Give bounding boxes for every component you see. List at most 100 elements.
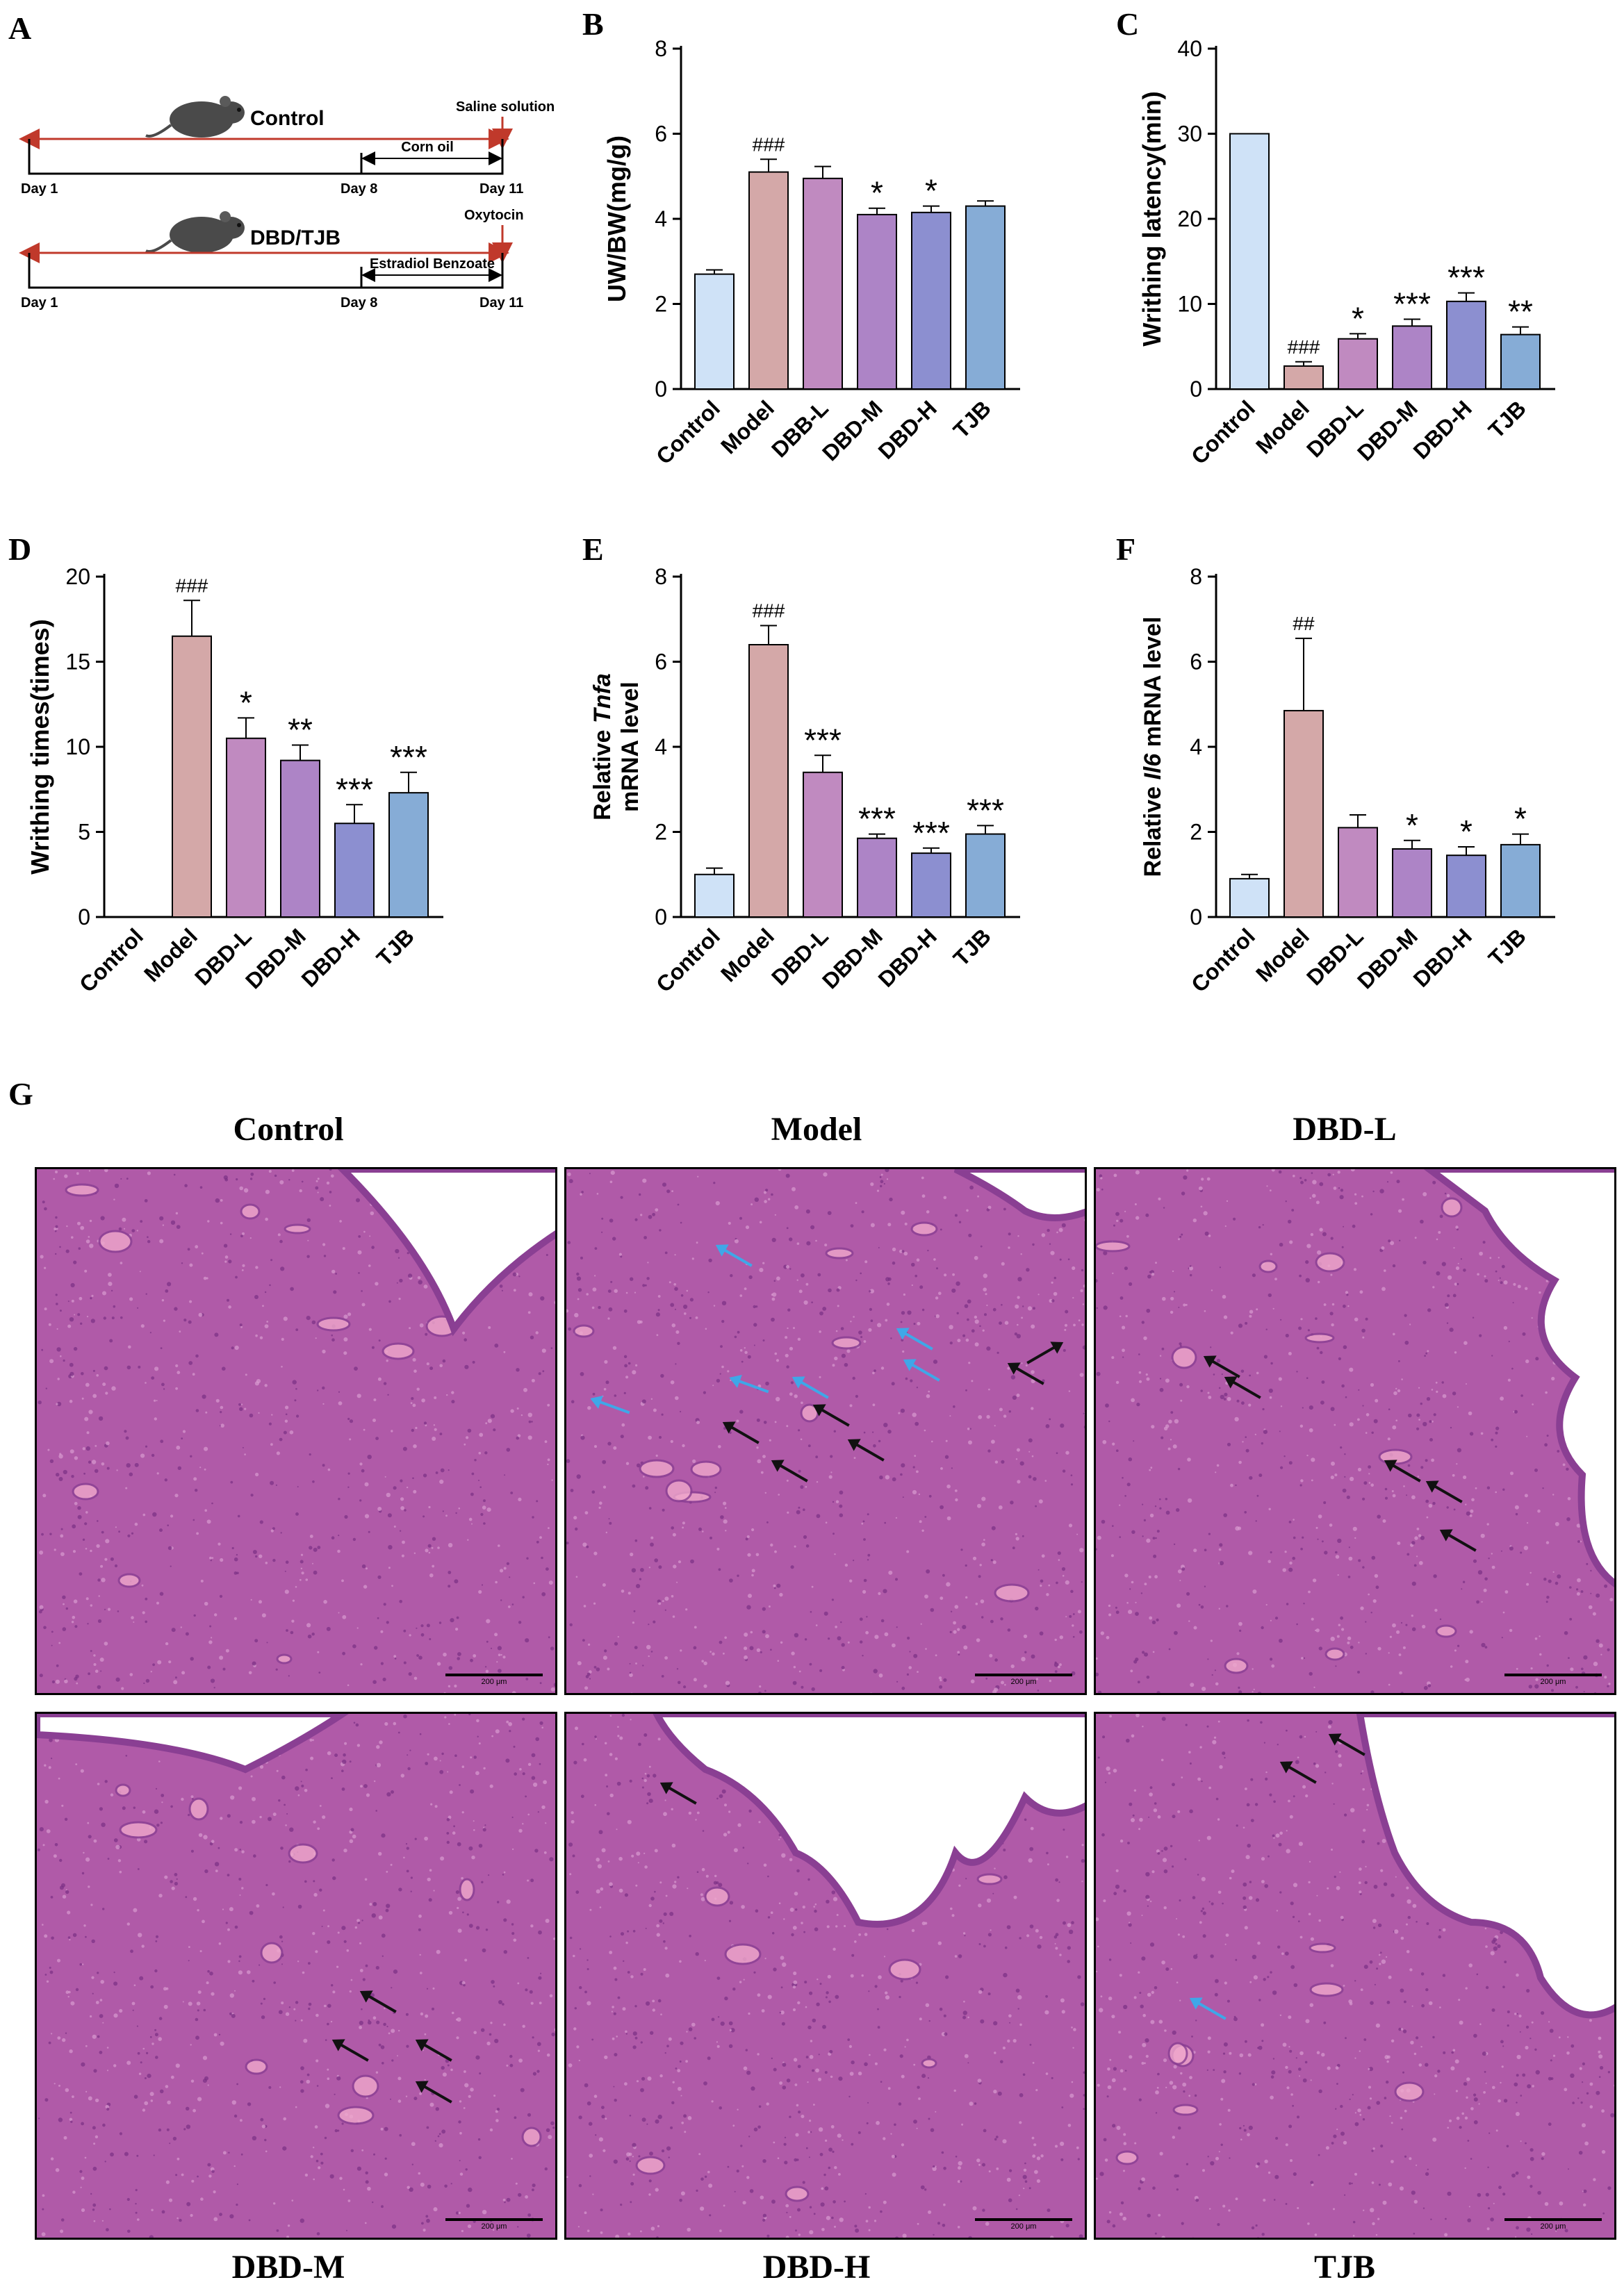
nucleus bbox=[815, 1624, 818, 1626]
nucleus bbox=[1002, 2046, 1006, 2050]
nucleus bbox=[794, 1633, 799, 1637]
nucleus bbox=[1100, 1631, 1104, 1635]
nucleus bbox=[288, 1179, 290, 1181]
nucleus bbox=[886, 1928, 889, 1931]
nucleus bbox=[286, 1629, 288, 1632]
nucleus bbox=[1450, 1665, 1453, 1668]
nucleus bbox=[1406, 1950, 1410, 1954]
nucleus bbox=[315, 2159, 319, 2163]
nucleus bbox=[1465, 1503, 1467, 1505]
nucleus bbox=[609, 1882, 613, 1886]
nucleus bbox=[717, 2016, 720, 2018]
nucleus bbox=[76, 1682, 79, 1685]
nucleus bbox=[1002, 2139, 1007, 2144]
nucleus bbox=[1039, 1631, 1044, 1636]
nucleus bbox=[958, 1221, 962, 1223]
nucleus bbox=[631, 1854, 634, 1858]
nucleus bbox=[51, 1630, 54, 1633]
nucleus bbox=[227, 1298, 229, 1302]
gland bbox=[1171, 1346, 1197, 1369]
nucleus bbox=[630, 2182, 634, 2186]
nucleus bbox=[313, 1880, 315, 1883]
nucleus bbox=[1198, 1603, 1201, 1606]
nucleus bbox=[944, 1455, 949, 1459]
nucleus bbox=[1562, 1463, 1566, 1467]
nucleus bbox=[1096, 1371, 1101, 1376]
nucleus bbox=[1165, 1378, 1170, 1383]
nucleus bbox=[113, 2064, 117, 2067]
nucleus bbox=[656, 1334, 659, 1337]
nucleus bbox=[812, 2069, 814, 2072]
nucleus bbox=[84, 2156, 87, 2159]
nucleus bbox=[1233, 1217, 1236, 1221]
nucleus bbox=[162, 1224, 165, 1226]
nucleus bbox=[632, 1370, 637, 1375]
nucleus bbox=[186, 2202, 191, 2206]
nucleus bbox=[82, 1538, 85, 1541]
nucleus bbox=[75, 1674, 79, 1678]
nucleus bbox=[97, 1685, 101, 1690]
nucleus bbox=[233, 2114, 238, 2118]
nucleus bbox=[1299, 1177, 1302, 1180]
nucleus bbox=[245, 1373, 247, 1376]
nucleus bbox=[666, 2146, 671, 2151]
gland bbox=[831, 1336, 862, 1350]
nucleus bbox=[104, 1780, 108, 1783]
nucleus bbox=[579, 1985, 582, 1990]
nucleus bbox=[163, 1987, 167, 1991]
nucleus bbox=[238, 1970, 243, 1975]
nucleus bbox=[447, 2064, 450, 2067]
nucleus bbox=[838, 2076, 843, 2081]
nucleus bbox=[508, 1721, 512, 1726]
nucleus bbox=[393, 1969, 398, 1974]
nucleus bbox=[640, 1214, 643, 1216]
nucleus bbox=[493, 1985, 495, 1988]
nucleus bbox=[1001, 1262, 1005, 1266]
nucleus bbox=[342, 1759, 347, 1765]
nucleus bbox=[1288, 1352, 1292, 1355]
nucleus bbox=[614, 1757, 618, 1760]
nucleus bbox=[1252, 1668, 1254, 1670]
nucleus bbox=[796, 1242, 800, 1245]
nucleus bbox=[789, 2115, 792, 2118]
nucleus bbox=[1244, 1511, 1247, 1514]
nucleus bbox=[406, 2045, 409, 2048]
nucleus bbox=[885, 1319, 888, 1322]
nucleus bbox=[250, 1494, 254, 1497]
nucleus bbox=[931, 1440, 933, 1443]
nucleus bbox=[1109, 1715, 1112, 1718]
nucleus bbox=[1031, 1370, 1035, 1374]
y-tick-label: 0 bbox=[655, 905, 667, 930]
significance-label: * bbox=[1352, 300, 1364, 336]
nucleus bbox=[100, 1216, 105, 1221]
nucleus bbox=[250, 1599, 252, 1601]
nucleus bbox=[670, 1303, 675, 1307]
nucleus bbox=[1379, 1189, 1384, 1194]
nucleus bbox=[646, 1644, 651, 1650]
nucleus bbox=[899, 1996, 901, 1999]
nucleus bbox=[412, 1477, 414, 1480]
nucleus bbox=[907, 1310, 912, 1315]
nucleus bbox=[381, 1933, 386, 1938]
nucleus bbox=[648, 1435, 652, 1440]
nucleus bbox=[123, 1228, 126, 1230]
nucleus bbox=[368, 2020, 372, 2025]
nucleus bbox=[974, 2102, 977, 2105]
gland bbox=[276, 1653, 293, 1665]
nucleus bbox=[1555, 1581, 1559, 1585]
nucleus bbox=[204, 2076, 208, 2081]
nucleus bbox=[402, 1540, 405, 1544]
nucleus bbox=[484, 1824, 486, 1826]
nucleus bbox=[1224, 1981, 1227, 1985]
nucleus bbox=[91, 1939, 95, 1943]
nucleus bbox=[728, 2044, 733, 2049]
nucleus bbox=[400, 1774, 404, 1778]
nucleus bbox=[175, 2174, 178, 2177]
nucleus bbox=[174, 1307, 178, 1311]
nucleus bbox=[1059, 1635, 1063, 1640]
nucleus bbox=[573, 2027, 577, 2031]
nucleus bbox=[920, 2185, 925, 2190]
nucleus bbox=[632, 1621, 634, 1624]
nucleus bbox=[1471, 1498, 1475, 1502]
nucleus bbox=[64, 1174, 68, 1178]
